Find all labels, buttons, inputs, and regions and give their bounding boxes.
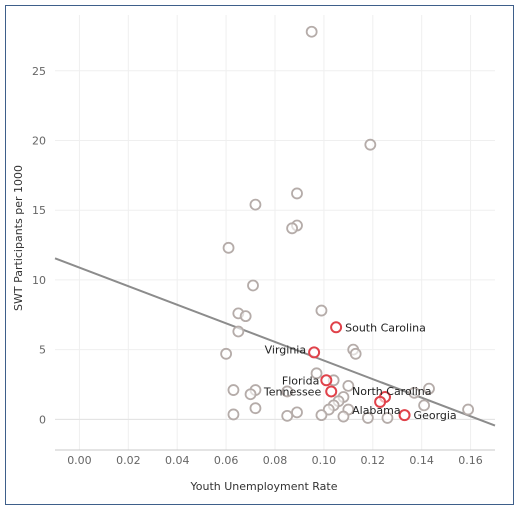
- state-label: Florida: [282, 374, 319, 387]
- state-point: [227, 384, 240, 396]
- highlighted-state-point: [308, 346, 321, 359]
- x-tick-label: 0.12: [361, 454, 386, 467]
- state-point: [342, 379, 355, 392]
- state-point: [249, 198, 262, 211]
- x-tick-label: 0.08: [263, 454, 288, 467]
- state-point: [220, 347, 233, 360]
- x-tick-label: 0.10: [312, 454, 337, 467]
- state-label: Alabama: [352, 404, 401, 417]
- state-point: [361, 412, 374, 424]
- state-point: [423, 382, 435, 395]
- y-axis-title: SWT Participants per 1000: [12, 165, 25, 311]
- axis-ticks: 0.00 0.02 0.04 0.06 0.08 0.10 0.12 0.14 0.16 0 5 10…: [32, 65, 483, 467]
- state-point: [249, 402, 262, 415]
- state-point: [227, 408, 240, 421]
- x-tick-label: 0.04: [165, 454, 190, 467]
- y-tick-label: 0: [39, 413, 46, 426]
- state-label: Georgia: [414, 409, 457, 422]
- labels-group: South Carolina Virginia Florida North Carol…: [263, 321, 457, 422]
- state-point: [337, 410, 350, 423]
- y-tick-label: 5: [39, 344, 46, 357]
- state-label: Tennessee: [263, 385, 322, 398]
- state-point: [315, 304, 328, 317]
- state-point: [349, 347, 362, 360]
- state-point: [222, 241, 235, 254]
- highlighted-state-point: [325, 385, 338, 398]
- chart-frame: [5, 5, 514, 505]
- state-point: [305, 25, 318, 38]
- state-point: [315, 409, 328, 422]
- trend-line-group: [54, 257, 496, 427]
- state-point: [291, 406, 303, 419]
- state-point: [408, 386, 421, 399]
- x-tick-label: 0.00: [67, 454, 92, 467]
- highlighted-state-point: [330, 321, 343, 334]
- state-point: [364, 138, 377, 151]
- y-tick-label: 20: [32, 134, 46, 147]
- state-point: [462, 403, 475, 416]
- x-tick-label: 0.06: [214, 454, 239, 467]
- state-label: North Carolina: [352, 385, 432, 398]
- y-tick-label: 25: [32, 65, 46, 78]
- state-point: [281, 385, 294, 398]
- trend-line: [54, 257, 496, 427]
- state-point: [239, 310, 252, 323]
- x-tick-label: 0.14: [409, 454, 434, 467]
- y-tick-label: 10: [32, 274, 46, 287]
- highlighted-state-point: [398, 409, 411, 422]
- points-group: [220, 25, 475, 424]
- state-point: [247, 279, 259, 292]
- state-point: [381, 412, 394, 424]
- state-point: [310, 367, 323, 380]
- state-point: [232, 325, 245, 338]
- x-tick-label: 0.16: [458, 454, 483, 467]
- x-tick-label: 0.02: [116, 454, 141, 467]
- highlighted-state-point: [320, 374, 333, 387]
- state-point: [291, 187, 303, 200]
- state-point: [281, 409, 294, 422]
- state-point: [244, 388, 257, 401]
- state-label: South Carolina: [345, 321, 426, 334]
- state-label: Virginia: [265, 343, 306, 356]
- y-tick-label: 15: [32, 204, 46, 217]
- state-point: [418, 399, 431, 412]
- state-point: [286, 222, 299, 235]
- highlighted-state-point: [374, 395, 387, 408]
- x-axis-title: Youth Unemployment Rate: [189, 480, 337, 493]
